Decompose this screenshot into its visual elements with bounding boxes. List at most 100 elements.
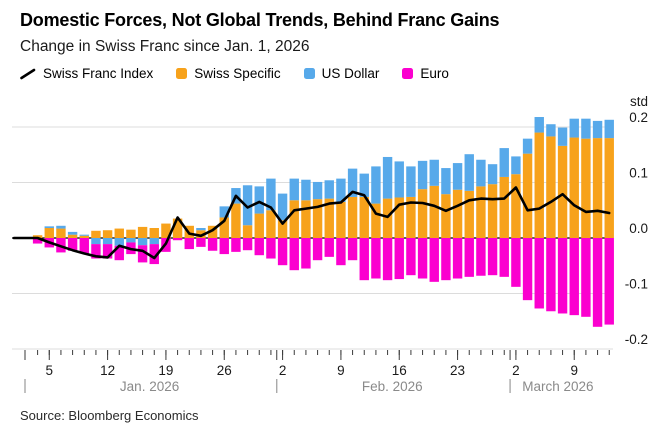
index-line [12,186,611,260]
bar-segment [464,238,474,277]
month-label: Feb. 2026 [362,379,423,394]
bar-segment [441,194,451,238]
bar-segment [522,138,533,154]
y-axis-unit: std [630,94,648,109]
y-tick-label: 0.2 [629,110,648,125]
bar-segment [452,238,463,279]
x-tick-labels: 5 12 19 26 2 9 16 23 2 9 [46,363,578,378]
bar-segment [581,238,591,317]
bar-segment [441,238,451,281]
bar-segment [242,185,253,226]
bar-segment [196,238,206,247]
bar-segment [604,138,614,238]
bar-segment [522,238,533,301]
legend-label: Swiss Franc Index [43,66,154,81]
bar-segment [172,218,183,238]
bar-segment [557,238,568,314]
bars-group [32,117,614,327]
swatch-icon [176,68,188,79]
bar-segment [254,186,264,214]
bar-segment [592,120,603,139]
bar-segment [102,238,113,245]
bar-segment [161,223,171,238]
bar-segment [406,166,416,197]
bar-segment [196,228,206,231]
bar-segment [312,199,323,238]
bar-segment [312,181,323,200]
bar-segment [149,238,159,245]
bar-segment [499,148,509,177]
bar-segment [312,238,323,261]
y-tick-label: 0.0 [629,221,648,236]
bar-segment [324,238,334,257]
bar-segment [254,213,264,238]
bar-segment [429,238,439,282]
x-tick-label: 26 [217,363,232,378]
bar-segment [452,189,463,238]
bar-segment [289,238,299,271]
bar-segment [487,238,498,276]
bar-segment [301,238,311,269]
bar-segment [126,238,136,243]
x-tick-label: 2 [279,363,287,378]
bar-segment [266,210,276,238]
x-tick-label: 2 [512,363,520,378]
bar-segment [336,201,346,238]
bar-segment [359,238,369,281]
bar-segment [289,178,299,201]
x-tick-label: 9 [570,363,578,378]
bar-segment [476,186,486,238]
bar-segment [67,234,78,238]
bar-segment [114,228,124,238]
bar-segment [569,238,579,316]
bar-segment [242,225,253,238]
bar-segment [67,231,78,235]
bar-segment [207,225,218,238]
y-tick-label: -0.2 [625,332,648,347]
bar-segment [499,176,509,238]
source-note: Source: Bloomberg Economics [20,408,199,423]
bar-segment [266,178,276,211]
bar-segment [231,238,241,252]
swatch-icon [402,68,414,79]
chart-header: Domestic Forces, Not Global Trends, Behi… [0,0,650,88]
bar-segment [394,238,404,280]
bar-segment [44,226,54,229]
legend-label: US Dollar [321,66,380,81]
bar-segment [511,156,521,175]
bar-segment [219,238,229,255]
bar-segment [254,238,264,256]
bar-segment [441,168,451,195]
x-tick-label: 19 [158,363,173,378]
chart-subtitle: Change in Swiss Franc since Jan. 1, 2026 [20,38,310,55]
bar-segment [149,244,159,265]
bar-segment [592,238,603,327]
bar-segment [149,228,159,238]
bar-segment [277,238,288,266]
bar-segment [581,138,591,238]
bar-segment [79,234,89,236]
bar-segment [289,200,299,238]
bar-segment [347,168,358,197]
bar-segment [557,127,568,146]
bar-segment [429,159,439,186]
bar-segment [301,200,311,238]
chart-area: std 0.2 0.1 0.0 -0.1 -0.2 5 12 19 26 2 9 16 23 2 9 Jan. … [0,88,650,400]
month-label: March 2026 [522,379,593,394]
bar-segment [569,137,579,238]
chart-legend: Swiss Franc Index Swiss Specific US Dollar… [20,66,630,81]
bar-segment [534,117,544,133]
bar-segment [126,229,136,238]
bar-segment [522,153,533,238]
x-tick-label: 9 [337,363,345,378]
bar-segment [546,238,556,312]
bar-segment [32,238,43,244]
bar-segment [172,238,183,241]
bar-segment [476,238,486,276]
bar-segment [32,235,43,238]
bar-segment [417,160,428,190]
y-tick-label: 0.1 [629,166,648,181]
bar-segment [242,238,253,251]
bar-segment [219,206,229,218]
